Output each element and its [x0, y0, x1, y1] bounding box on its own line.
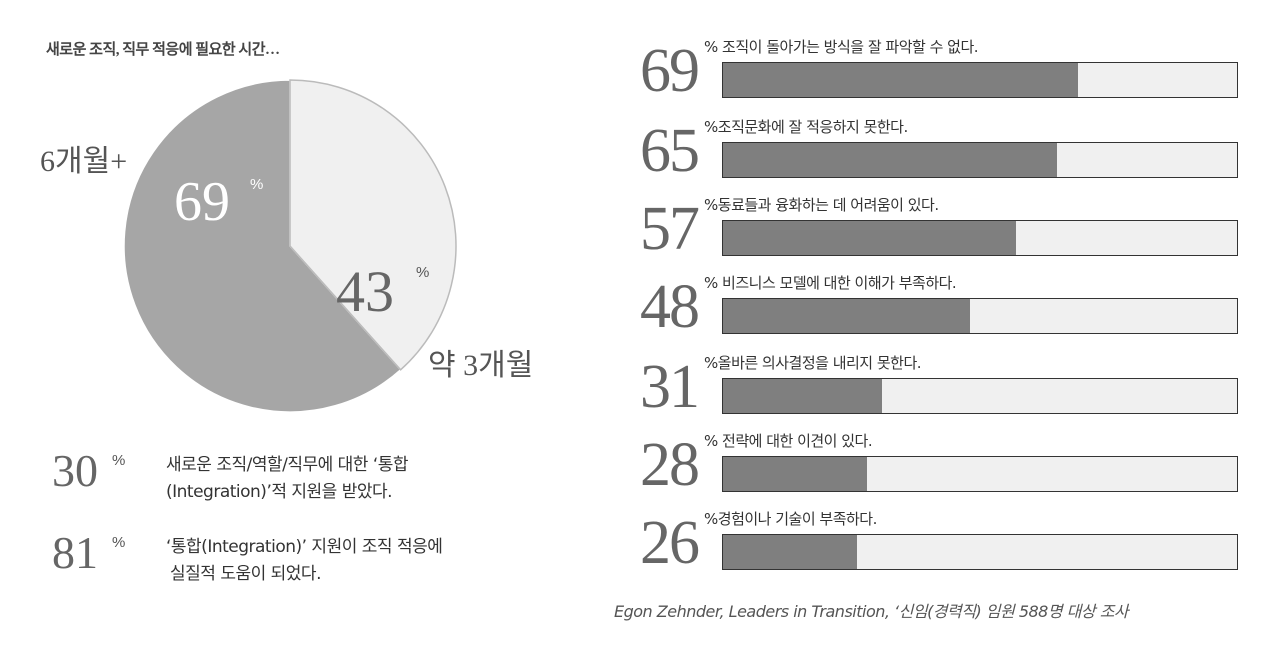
bar-row: 28 % 전략에 대한 이견이 있다. — [640, 430, 1240, 508]
bar-unit: % — [704, 274, 718, 292]
bar-value: 65 — [640, 117, 700, 185]
bar-fill — [723, 143, 1058, 177]
bar-value: 31 — [640, 353, 700, 421]
bar-unit: % — [704, 510, 718, 528]
bar-fill — [723, 535, 857, 569]
stat-description: ‘통합(Integration)’ 지원이 조직 적응에 실질적 도움이 되었다… — [166, 534, 443, 588]
bar-unit: % — [704, 118, 718, 136]
bar-label: %올바른 의사결정을 내리지 못한다. — [704, 352, 922, 373]
bar-row: 48 % 비즈니스 모델에 대한 이해가 부족하다. — [640, 272, 1240, 350]
bar-category: 동료들과 융화하는 데 어려움이 있다. — [717, 196, 939, 214]
bar-category: 비즈니스 모델에 대한 이해가 부족하다. — [722, 274, 957, 292]
stat-description-line: ‘통합(Integration)’ 지원이 조직 적응에 — [166, 537, 443, 557]
source-citation: Egon Zehnder, Leaders in Transition, ‘신임… — [614, 602, 1129, 621]
bar-track — [722, 142, 1238, 178]
bar-fill — [723, 299, 970, 333]
stat-unit: % — [112, 452, 126, 469]
bar-label: %동료들과 융화하는 데 어려움이 있다. — [704, 194, 939, 215]
pie-unit-3-months: % — [416, 264, 430, 281]
bar-category: 조직문화에 잘 적응하지 못한다. — [717, 118, 908, 136]
bar-row: 69 % 조직이 돌아가는 방식을 잘 파악할 수 없다. — [640, 36, 1240, 114]
bar-value: 48 — [640, 273, 700, 341]
bar-row: 65 %조직문화에 잘 적응하지 못한다. — [640, 116, 1240, 194]
stat-description-line: 실질적 도움이 되었다. — [170, 564, 321, 584]
stat-description-line: (Integration)’적 지원을 받았다. — [166, 482, 393, 502]
bar-row: 57 %동료들과 융화하는 데 어려움이 있다. — [640, 194, 1240, 272]
bar-fill — [723, 379, 883, 413]
pie-slice-6-months — [123, 79, 402, 413]
pie-label-3-months: 약 3개월 — [428, 349, 534, 382]
bar-value: 28 — [640, 431, 700, 499]
bar-row: 26 %경험이나 기술이 부족하다. — [640, 508, 1240, 586]
bar-category: 전략에 대한 이견이 있다. — [722, 432, 873, 450]
stat-description-line: 새로운 조직/역할/직무에 대한 ‘통합 — [166, 455, 409, 475]
bar-label: % 전략에 대한 이견이 있다. — [704, 430, 873, 451]
bar-unit: % — [704, 38, 718, 56]
bar-category: 조직이 돌아가는 방식을 잘 파악할 수 없다. — [722, 38, 979, 56]
bar-fill — [723, 221, 1016, 255]
stat-unit: % — [112, 534, 126, 551]
bar-value: 69 — [640, 37, 700, 105]
pie-label-6-months: 6개월+ — [40, 145, 128, 178]
pie-unit-6-months: % — [250, 176, 264, 193]
stat-value: 81 — [52, 527, 98, 578]
bar-fill — [723, 457, 867, 491]
stat-value: 30 — [52, 445, 98, 496]
bar-label: % 조직이 돌아가는 방식을 잘 파악할 수 없다. — [704, 36, 979, 57]
pie-value-3-months: 43 — [336, 259, 394, 324]
bar-row: 31 %올바른 의사결정을 내리지 못한다. — [640, 352, 1240, 430]
bar-label: %조직문화에 잘 적응하지 못한다. — [704, 116, 908, 137]
bar-track — [722, 62, 1238, 98]
bar-track — [722, 378, 1238, 414]
bar-label: %경험이나 기술이 부족하다. — [704, 508, 877, 529]
bar-value: 26 — [640, 509, 700, 577]
bar-track — [722, 456, 1238, 492]
bar-label: % 비즈니스 모델에 대한 이해가 부족하다. — [704, 272, 957, 293]
bar-fill — [723, 63, 1078, 97]
pie-chart — [123, 79, 457, 413]
bar-track — [722, 534, 1238, 570]
bar-unit: % — [704, 432, 718, 450]
pie-value-6-months: 69 — [174, 171, 230, 233]
bar-track — [722, 220, 1238, 256]
stat-description: 새로운 조직/역할/직무에 대한 ‘통합 (Integration)’적 지원을… — [166, 452, 409, 506]
pie-slice-3-months — [289, 79, 457, 371]
bar-unit: % — [704, 354, 718, 372]
bar-track — [722, 298, 1238, 334]
bar-category: 올바른 의사결정을 내리지 못한다. — [717, 354, 922, 372]
bar-unit: % — [704, 196, 718, 214]
bar-value: 57 — [640, 195, 700, 263]
pie-chart-title: 새로운 조직, 직무 적응에 필요한 시간… — [46, 42, 280, 58]
bar-category: 경험이나 기술이 부족하다. — [717, 510, 878, 528]
